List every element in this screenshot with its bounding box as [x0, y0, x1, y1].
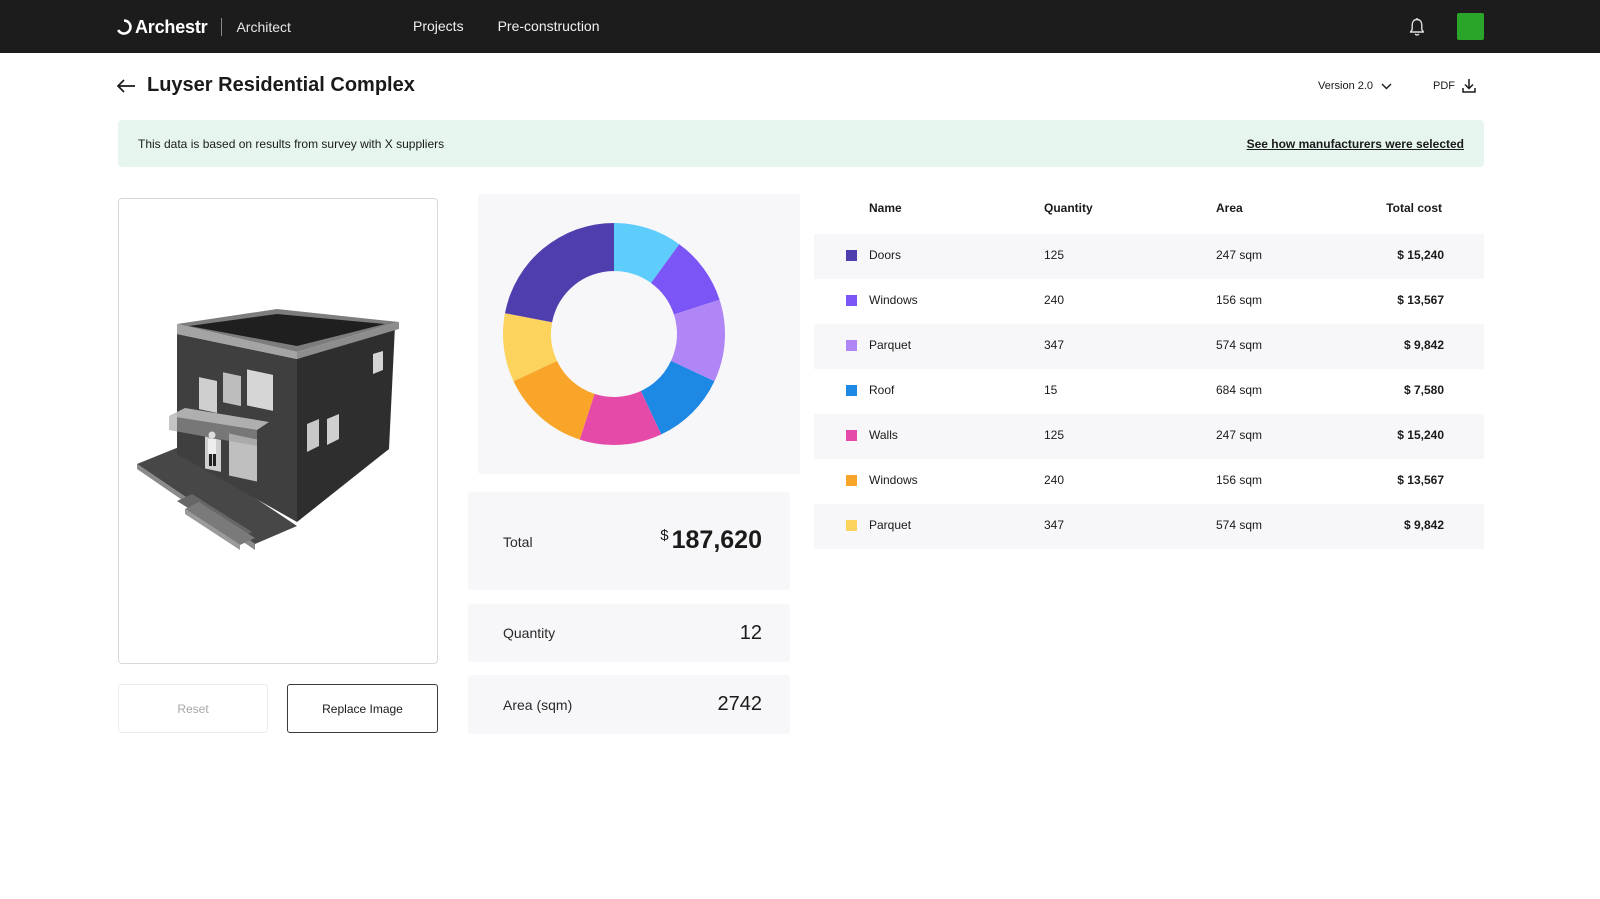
- brand-name: Archestr: [135, 16, 208, 37]
- table-row[interactable]: Parquet 347 574 sqm $ 9,842: [814, 324, 1484, 369]
- row-quantity: 125: [1044, 428, 1065, 442]
- row-name: Doors: [869, 248, 902, 262]
- brand-divider: [221, 18, 223, 36]
- row-quantity: 347: [1044, 338, 1065, 352]
- info-banner: This data is based on results from surve…: [118, 120, 1484, 167]
- donut-slice[interactable]: [671, 299, 725, 382]
- archestr-logo-icon: [117, 19, 132, 35]
- main-nav: Projects Pre-construction: [413, 18, 600, 34]
- row-quantity: 347: [1044, 518, 1065, 532]
- row-total-cost: $ 13,567: [1397, 293, 1444, 307]
- quantity-value: 12: [739, 622, 762, 644]
- donut-slice[interactable]: [513, 360, 595, 440]
- back-arrow-icon[interactable]: [116, 76, 136, 96]
- table-row[interactable]: Windows 240 156 sqm $ 13,567: [814, 279, 1484, 324]
- total-amount: 187,620: [671, 526, 762, 554]
- table-row[interactable]: Parquet 347 574 sqm $ 9,842: [814, 504, 1484, 549]
- column-header-area[interactable]: Area: [1216, 201, 1243, 215]
- row-name: Parquet: [869, 338, 912, 352]
- area-label: Area (sqm): [503, 697, 573, 713]
- cost-breakdown-chart-card: [478, 194, 800, 474]
- donut-slice[interactable]: [651, 244, 720, 315]
- row-color-swatch: [846, 430, 857, 441]
- building-3d-render-image: [137, 309, 399, 550]
- reset-button[interactable]: Reset: [118, 684, 268, 733]
- column-header-name[interactable]: Name: [869, 201, 902, 215]
- table-row[interactable]: Doors 125 247 sqm $ 15,240: [814, 234, 1484, 279]
- table-row[interactable]: Roof 15 684 sqm $ 7,580: [814, 369, 1484, 414]
- row-name: Walls: [869, 428, 898, 442]
- row-color-swatch: [846, 475, 857, 486]
- table-body: Doors 125 247 sqm $ 15,240 Windows 240 156 sqm…: [814, 234, 1484, 549]
- replace-image-button[interactable]: Replace Image: [287, 684, 438, 733]
- user-avatar[interactable]: [1457, 13, 1484, 40]
- materials-table: Name Quantity Area Total cost Doors 125 24…: [814, 196, 1484, 549]
- row-color-swatch: [846, 385, 857, 396]
- column-header-quantity[interactable]: Quantity: [1044, 201, 1093, 215]
- row-quantity: 240: [1044, 473, 1065, 487]
- total-cost-card: Total $187,620: [468, 492, 790, 590]
- notification-bell-icon[interactable]: [1408, 17, 1426, 37]
- chevron-down-icon: [1381, 83, 1392, 89]
- table-row[interactable]: Windows 240 156 sqm $ 13,567: [814, 459, 1484, 504]
- version-label: Version 2.0: [1318, 80, 1374, 92]
- row-color-swatch: [846, 340, 857, 351]
- row-name: Roof: [869, 383, 895, 397]
- download-icon: [1462, 79, 1476, 93]
- row-area: 574 sqm: [1216, 338, 1263, 352]
- manufacturers-selection-link[interactable]: See how manufacturers were selected: [1246, 137, 1464, 151]
- banner-text: This data is based on results from surve…: [138, 137, 445, 151]
- building-image-card: [118, 198, 438, 664]
- pdf-download-button[interactable]: PDF: [1433, 78, 1476, 93]
- page-title: Luyser Residential Complex: [147, 74, 415, 96]
- row-total-cost: $ 9,842: [1403, 518, 1444, 532]
- row-total-cost: $ 15,240: [1397, 248, 1444, 262]
- row-area: 574 sqm: [1216, 518, 1263, 532]
- total-label: Total: [503, 534, 533, 550]
- row-color-swatch: [846, 520, 857, 531]
- quantity-card: Quantity 12: [468, 604, 790, 662]
- brand-role: Architect: [236, 19, 291, 35]
- cost-breakdown-donut-chart: [503, 222, 725, 445]
- total-currency: $: [660, 527, 669, 544]
- row-area: 247 sqm: [1216, 248, 1263, 262]
- nav-link-projects[interactable]: Projects: [413, 18, 464, 34]
- donut-slice[interactable]: [579, 391, 662, 445]
- pdf-label: PDF: [1433, 79, 1455, 92]
- donut-slice[interactable]: [614, 223, 680, 284]
- donut-slice[interactable]: [503, 313, 557, 382]
- area-card: Area (sqm) 2742: [468, 675, 790, 734]
- row-name: Windows: [869, 473, 918, 487]
- row-area: 684 sqm: [1216, 383, 1263, 397]
- row-area: 247 sqm: [1216, 428, 1263, 442]
- row-total-cost: $ 13,567: [1397, 473, 1444, 487]
- brand[interactable]: Archestr Architect: [116, 15, 291, 39]
- total-value: $187,620: [660, 526, 762, 555]
- row-area: 156 sqm: [1216, 473, 1263, 487]
- row-name: Parquet: [869, 518, 912, 532]
- row-color-swatch: [846, 295, 857, 306]
- table-header: Name Quantity Area Total cost: [814, 196, 1484, 234]
- donut-slice[interactable]: [504, 222, 614, 323]
- table-row[interactable]: Walls 125 247 sqm $ 15,240: [814, 414, 1484, 459]
- quantity-label: Quantity: [503, 625, 556, 641]
- column-header-total-cost[interactable]: Total cost: [1386, 201, 1442, 215]
- nav-link-pre-construction[interactable]: Pre-construction: [497, 18, 600, 34]
- donut-slice[interactable]: [640, 360, 715, 435]
- version-dropdown[interactable]: Version 2.0: [1318, 80, 1392, 92]
- row-quantity: 125: [1044, 248, 1065, 262]
- row-quantity: 240: [1044, 293, 1065, 307]
- row-name: Windows: [869, 293, 918, 307]
- row-total-cost: $ 15,240: [1397, 428, 1444, 442]
- row-total-cost: $ 9,842: [1403, 338, 1444, 352]
- row-color-swatch: [846, 250, 857, 261]
- row-quantity: 15: [1044, 383, 1058, 397]
- row-area: 156 sqm: [1216, 293, 1263, 307]
- area-value: 2742: [717, 693, 763, 715]
- row-total-cost: $ 7,580: [1403, 383, 1444, 397]
- top-navigation-bar: Archestr Architect Projects Pre-construc…: [0, 0, 1600, 53]
